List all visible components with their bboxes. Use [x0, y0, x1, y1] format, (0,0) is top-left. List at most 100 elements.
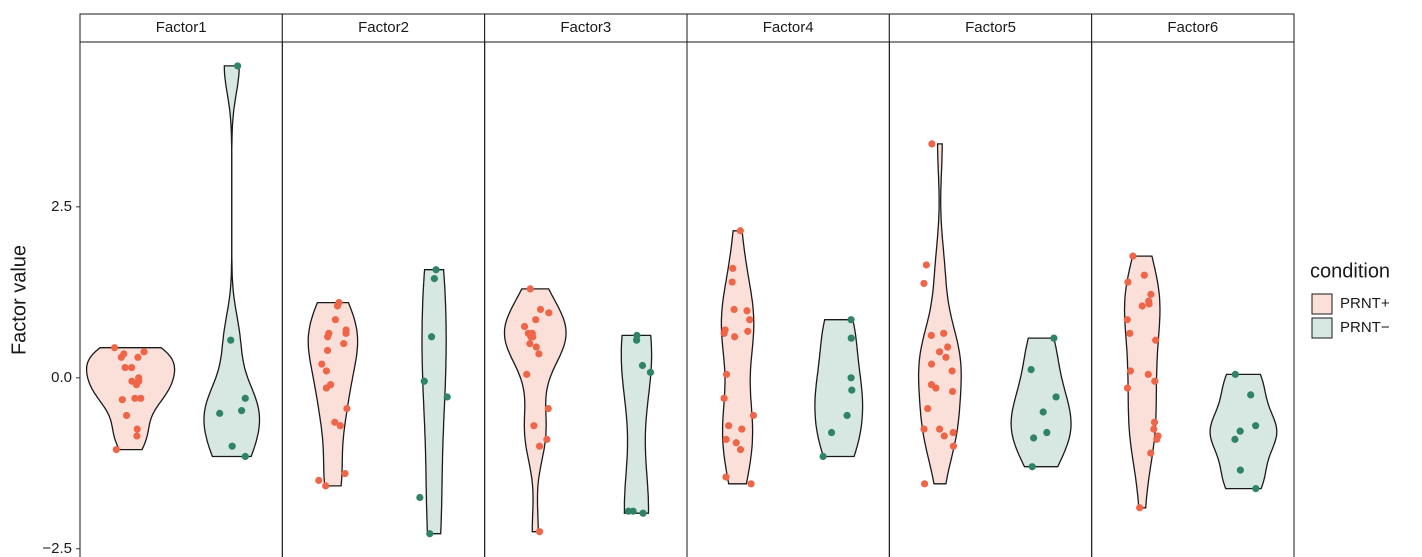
data-point	[137, 394, 145, 402]
data-point	[128, 363, 136, 372]
data-point	[1150, 425, 1158, 433]
data-point	[1129, 252, 1137, 260]
data-point	[731, 333, 739, 341]
data-point	[118, 396, 126, 404]
data-point	[342, 329, 350, 337]
data-point	[942, 353, 950, 361]
violin	[814, 319, 864, 458]
data-point	[1153, 435, 1161, 443]
data-point	[927, 360, 936, 368]
data-point	[318, 360, 326, 368]
strip-background	[484, 13, 688, 43]
data-point	[1231, 370, 1239, 378]
data-point	[646, 368, 655, 376]
data-point	[1236, 427, 1244, 435]
y-tick-label: 2.5	[51, 198, 72, 215]
data-point	[638, 361, 647, 370]
data-point	[520, 322, 529, 331]
data-point	[1144, 370, 1152, 378]
data-point	[949, 442, 958, 450]
data-point	[948, 367, 956, 375]
data-point	[927, 331, 935, 340]
data-point	[920, 480, 929, 488]
data-point	[949, 428, 957, 437]
data-point	[847, 374, 855, 382]
legend-label: PRNT+	[1340, 295, 1390, 312]
facet-title: Factor6	[1167, 19, 1218, 36]
data-point	[532, 343, 540, 351]
data-point	[847, 316, 855, 324]
data-point	[722, 435, 730, 443]
data-point	[343, 404, 351, 413]
data-point	[725, 422, 733, 430]
violin	[1010, 337, 1072, 468]
data-point	[932, 384, 940, 392]
data-point	[1147, 290, 1155, 298]
data-point	[1247, 391, 1255, 399]
data-point	[336, 422, 344, 430]
data-point	[543, 435, 551, 443]
data-point	[1136, 504, 1144, 512]
data-point	[341, 469, 349, 478]
data-point	[432, 266, 440, 274]
violin	[307, 301, 359, 487]
data-point	[133, 432, 141, 440]
legend-label: PRNT−	[1340, 319, 1390, 336]
data-point	[117, 353, 125, 361]
data-point	[530, 422, 538, 430]
data-point	[1147, 449, 1155, 457]
data-point	[535, 442, 544, 450]
data-point	[443, 393, 451, 401]
data-point	[241, 394, 249, 402]
data-point	[1150, 418, 1159, 426]
strip-background	[281, 13, 486, 43]
data-point	[315, 476, 323, 484]
panel-border	[484, 41, 688, 557]
panel-border	[1091, 41, 1295, 557]
data-point	[544, 404, 552, 413]
panel-border	[281, 41, 486, 557]
data-point	[722, 473, 730, 481]
data-point	[532, 316, 540, 324]
data-point	[639, 509, 647, 517]
data-point	[1124, 278, 1132, 286]
legend-title: condition	[1310, 260, 1390, 282]
data-point	[948, 387, 957, 396]
data-point	[228, 442, 236, 450]
data-point	[333, 302, 342, 310]
data-point	[430, 275, 438, 283]
data-point	[935, 348, 944, 356]
data-point	[324, 333, 332, 341]
data-point	[944, 343, 952, 351]
data-point	[847, 334, 855, 342]
y-tick-label: 0.0	[51, 369, 72, 386]
data-point	[234, 62, 242, 70]
data-point	[1140, 271, 1148, 279]
data-point	[322, 384, 330, 392]
data-point	[920, 279, 928, 288]
data-point	[1252, 485, 1260, 493]
data-point	[743, 307, 751, 315]
data-point	[1028, 463, 1036, 471]
y-tick-label: −2.5	[42, 540, 72, 557]
panel-border	[79, 41, 283, 557]
data-point	[736, 446, 745, 454]
data-point	[746, 316, 754, 324]
data-point	[523, 370, 531, 378]
data-point	[720, 329, 728, 337]
y-axis-label: Factor value	[8, 245, 30, 355]
data-point	[728, 278, 736, 286]
data-point	[322, 482, 330, 490]
data-point	[747, 480, 755, 488]
data-point	[729, 264, 737, 272]
data-point	[110, 344, 119, 352]
data-point	[1252, 422, 1260, 430]
data-point	[924, 404, 932, 413]
data-point	[736, 227, 744, 235]
data-point	[526, 285, 534, 293]
data-point	[935, 425, 944, 433]
facet-title: Factor4	[763, 19, 814, 36]
data-point	[1027, 366, 1035, 374]
data-point	[134, 353, 142, 361]
